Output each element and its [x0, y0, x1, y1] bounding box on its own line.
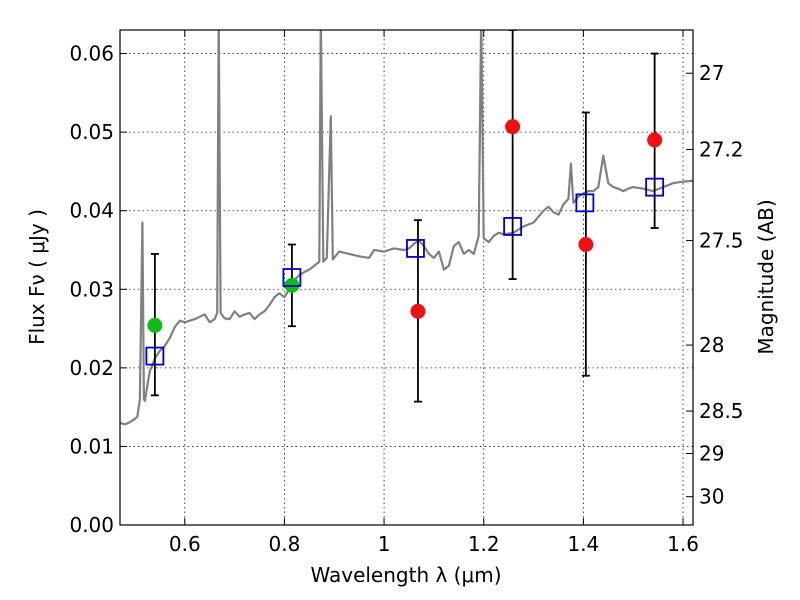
- spectrum-layer: [120, 30, 693, 426]
- x-tick-label: 1.4: [567, 532, 599, 556]
- y-tick-label: 0.04: [69, 199, 114, 223]
- marker-layer: [145, 119, 665, 366]
- magnitude-tick-label: 28.5: [699, 399, 744, 423]
- model-square: [575, 193, 595, 213]
- model-square: [645, 177, 665, 197]
- magnitude-tick-label: 28: [699, 333, 724, 357]
- y-tick-label: 0.00: [69, 513, 114, 537]
- y-tick-label: 0.03: [69, 277, 114, 301]
- y-axis-title: Flux Fν ( μJy ): [25, 209, 49, 345]
- y-tick-label: 0.05: [69, 120, 114, 144]
- model-square: [503, 217, 523, 236]
- model-square: [282, 268, 302, 287]
- x-tick-label: 0.8: [269, 532, 301, 556]
- x-tick-label: 1.6: [667, 532, 699, 556]
- x-tick-label: 1.2: [468, 532, 500, 556]
- x-tick-label: 1: [378, 532, 391, 556]
- model-square: [145, 346, 165, 366]
- x-axis-title: Wavelength λ (μm): [310, 563, 501, 587]
- magnitude-tick-label: 27.2: [699, 137, 744, 161]
- x-tick-label: 0.6: [169, 532, 201, 556]
- plot-background: [120, 30, 693, 525]
- magnitude-tick-label: 27.5: [699, 229, 744, 253]
- magnitude-tick-label: 27: [699, 61, 724, 85]
- red-point: [647, 132, 663, 148]
- y-tick-label: 0.02: [69, 356, 114, 380]
- red-point: [410, 303, 426, 319]
- y-tick-label: 0.01: [69, 434, 114, 458]
- plot-frame: [119, 29, 694, 526]
- green-point: [147, 317, 163, 333]
- spectrum-line: [120, 30, 693, 426]
- tick-layer: 0.6 0.8 1 1.2 1.4 1.6 0.00 0.01 0.02 0.03 0.04 0.05…: [69, 30, 744, 556]
- model-square: [406, 239, 425, 258]
- magnitude-tick-label: 29: [699, 442, 724, 466]
- red-point: [578, 237, 594, 252]
- red-point: [505, 119, 521, 135]
- magnitude-tick-label: 30: [699, 485, 724, 509]
- right-axis-title: Magnitude (AB): [754, 199, 778, 354]
- y-tick-label: 0.06: [69, 42, 114, 66]
